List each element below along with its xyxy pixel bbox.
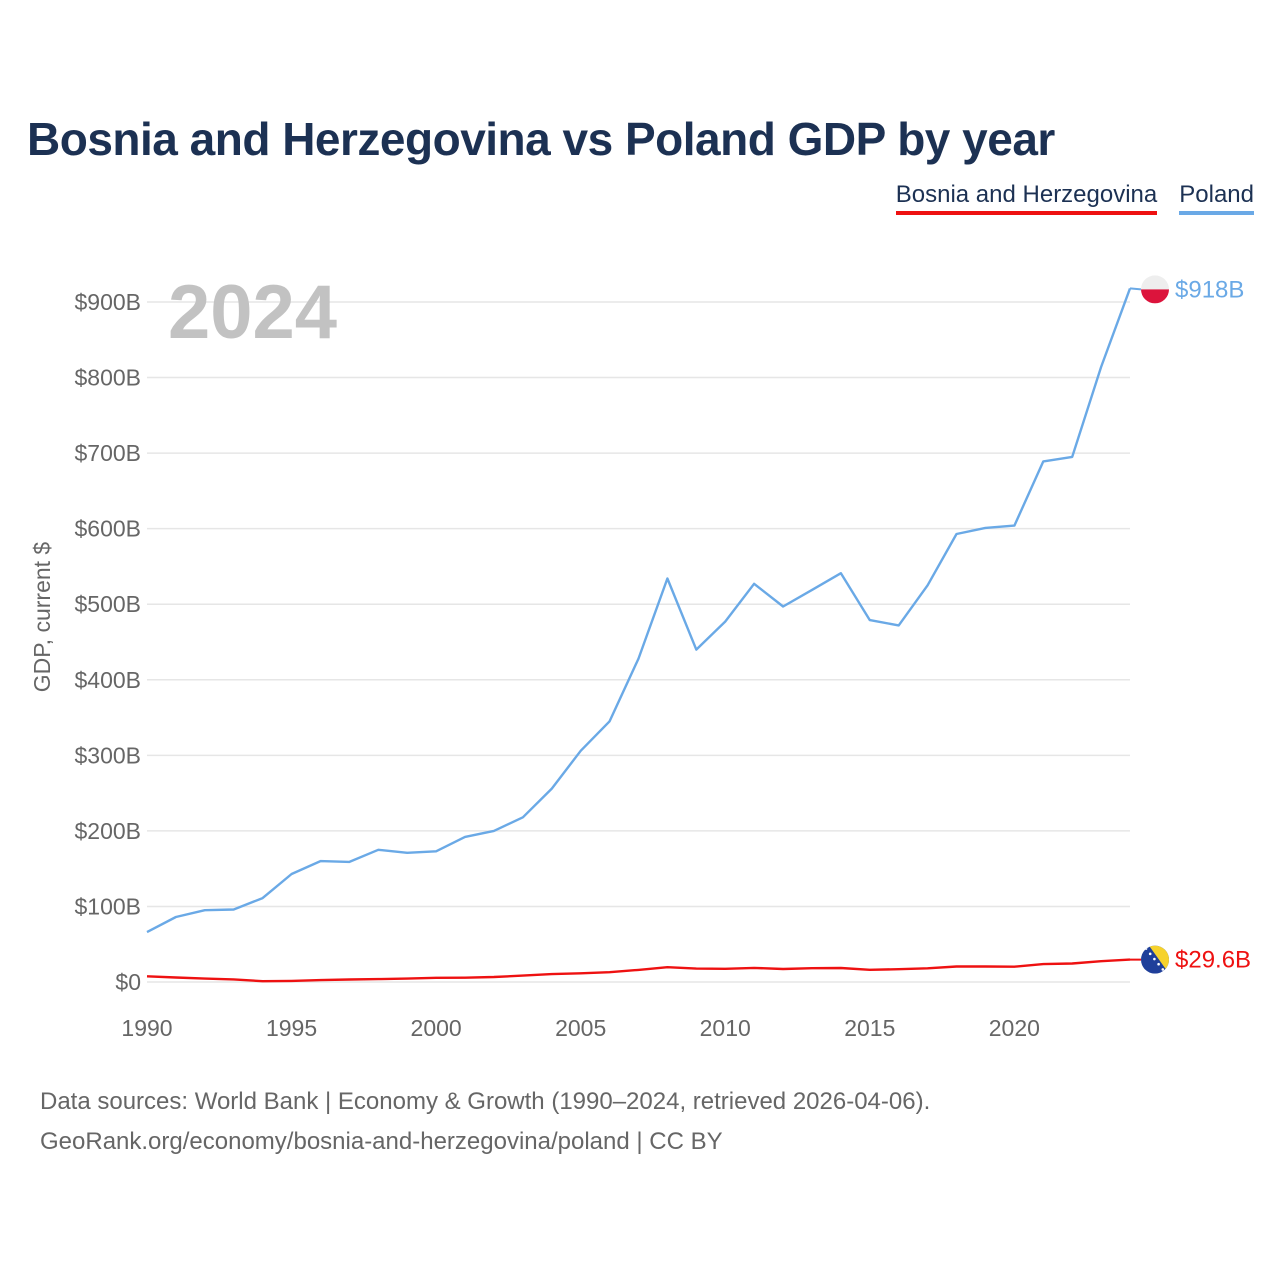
x-tick-label: 2000	[411, 1015, 462, 1041]
x-tick-label: 1990	[121, 1015, 172, 1041]
legend-item-poland[interactable]: Poland	[1179, 181, 1254, 215]
x-tick-label: 1995	[266, 1015, 317, 1041]
end-value-label: $918B	[1175, 276, 1244, 303]
y-tick-label: $0	[115, 969, 141, 995]
legend: Bosnia and Herzegovina Poland	[895, 181, 1254, 215]
y-axis-label: GDP, current $	[29, 542, 55, 693]
y-tick-label: $300B	[74, 742, 141, 768]
source-line-1: Data sources: World Bank | Economy & Gro…	[40, 1088, 931, 1115]
series-lines	[146, 287, 1132, 983]
y-tick-labels: $0 $100B $200B $300B $400B $500B $600B $700B $80…	[74, 289, 141, 995]
bosnia-flag-icon	[1141, 945, 1169, 974]
y-tick-label: $700B	[74, 440, 141, 466]
y-tick-label: $800B	[74, 365, 141, 391]
end-value-label: $29.6B	[1175, 947, 1251, 974]
y-tick-label: $500B	[74, 591, 141, 617]
chart-title: Bosnia and Herzegovina vs Poland GDP by …	[27, 113, 1055, 165]
end-markers: $918B $29.6B	[1129, 275, 1251, 974]
series-line-bosnia	[146, 958, 1131, 983]
gdp-line-chart: 2024 $0 $100B $200B $300B $400B $500B $600B $70…	[29, 270, 1251, 1041]
end-connector	[1129, 287, 1142, 291]
source-note: Data sources: World Bank | Economy & Gro…	[40, 1082, 930, 1162]
source-line-2[interactable]: GeoRank.org/economy/bosnia-and-herzegovi…	[40, 1128, 723, 1155]
poland-flag-icon	[1141, 275, 1169, 304]
series-line-poland	[146, 287, 1132, 934]
y-tick-label: $900B	[74, 289, 141, 315]
y-tick-label: $200B	[74, 818, 141, 844]
year-watermark: 2024	[168, 270, 337, 355]
y-tick-label: $400B	[74, 667, 141, 693]
x-tick-label: 2020	[989, 1015, 1040, 1041]
x-tick-labels: 1990 1995 2000 2005 2010 2015 2020	[121, 1015, 1040, 1041]
x-tick-label: 2010	[700, 1015, 751, 1041]
y-tick-label: $600B	[74, 516, 141, 542]
y-tick-label: $100B	[74, 893, 141, 919]
gridlines	[147, 301, 1130, 983]
x-tick-label: 2005	[555, 1015, 606, 1041]
legend-item-bosnia[interactable]: Bosnia and Herzegovina	[895, 181, 1158, 215]
x-tick-label: 2015	[844, 1015, 895, 1041]
